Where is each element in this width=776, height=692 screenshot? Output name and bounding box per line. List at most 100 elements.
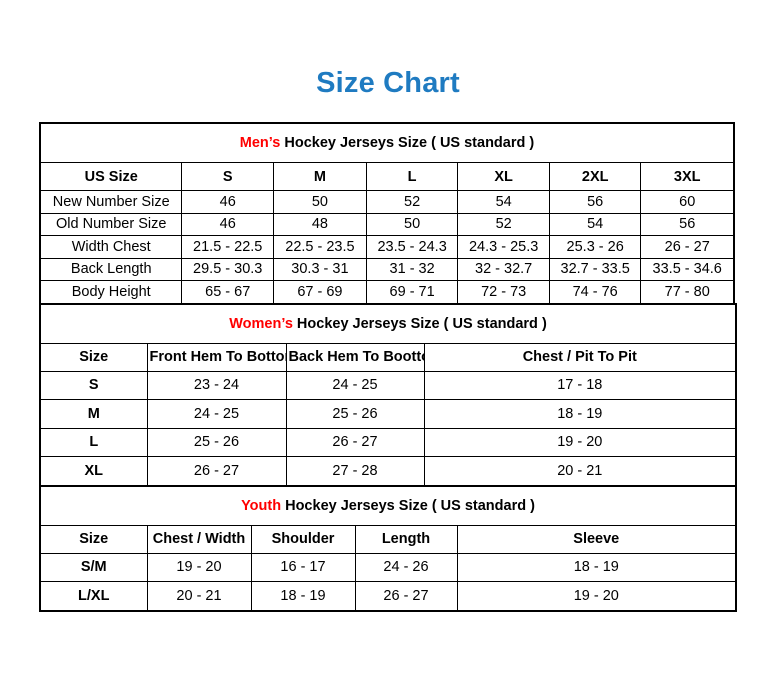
mens-row-1-value-1: 48	[272, 212, 367, 236]
mens-row-4-value-2: 69 - 71	[365, 280, 459, 304]
mens-row-0-label: New Number Size	[39, 190, 183, 214]
womens-row-3-label: XL	[39, 456, 148, 486]
mens-row-0-value-4: 56	[548, 190, 642, 214]
womens-section-banner: Women’s Hockey Jerseys Size ( US standar…	[39, 303, 737, 344]
mens-row-4-value-1: 67 - 69	[272, 280, 367, 304]
womens-banner-rest: Hockey Jerseys Size ( US standard )	[292, 315, 547, 332]
mens-row-1-value-3: 52	[457, 212, 550, 236]
womens-row-3-value-1: 27 - 28	[285, 456, 425, 486]
youth-banner-row: Youth Hockey Jerseys Size ( US standard …	[39, 485, 737, 526]
mens-row-4-value-0: 65 - 67	[181, 280, 274, 304]
mens-row-0-value-5: 60	[640, 190, 735, 214]
youth-table-body: Youth Hockey Jerseys Size ( US standard …	[39, 485, 737, 611]
womens-row-3-value-0: 26 - 27	[146, 456, 287, 486]
womens-header-cell-2-text-wrap: Back Hem To Boottom	[288, 349, 424, 365]
table-row: New Number Size 46 50 52 54 56 60	[39, 190, 735, 214]
mens-header-cell-1: S	[181, 162, 274, 191]
womens-row-1-label: M	[39, 399, 148, 429]
womens-header-cell-0: Size	[39, 342, 148, 372]
womens-row-0-value-2: 17 - 18	[423, 370, 737, 400]
youth-size-table: Youth Hockey Jerseys Size ( US standard …	[39, 484, 738, 612]
table-row: XL 26 - 27 27 - 28 20 - 21	[39, 456, 737, 486]
youth-header-cell-2: Shoulder	[250, 524, 356, 554]
mens-row-3-value-2: 31 - 32	[365, 257, 459, 281]
youth-row-1-value-0: 20 - 21	[146, 581, 252, 611]
womens-header-cell-3: Chest / Pit To Pit	[423, 342, 737, 372]
mens-section-banner: Men’s Hockey Jerseys Size ( US standard …	[39, 122, 735, 163]
youth-row-0-label: S/M	[39, 552, 148, 582]
mens-row-2-value-0: 21.5 - 22.5	[181, 235, 274, 259]
womens-row-1-value-1: 25 - 26	[285, 399, 425, 429]
mens-row-2-value-4: 25.3 - 26	[548, 235, 642, 259]
table-row: S 23 - 24 24 - 25 17 - 18	[39, 370, 737, 400]
mens-row-2-value-3: 24.3 - 25.3	[457, 235, 550, 259]
womens-table-body: Women’s Hockey Jerseys Size ( US standar…	[39, 303, 737, 486]
table-row: Back Length 29.5 - 30.3 30.3 - 31 31 - 3…	[39, 257, 735, 281]
page-title: Size Chart	[316, 67, 460, 99]
youth-banner-audience: Youth	[241, 497, 282, 514]
womens-row-1-value-2: 18 - 19	[423, 399, 737, 429]
youth-row-1-value-3: 19 - 20	[456, 581, 737, 611]
womens-header-cell-2-text: Back Hem To Boottom	[288, 349, 424, 365]
mens-header-cell-4: XL	[457, 162, 550, 191]
table-row: M 24 - 25 25 - 26 18 - 19	[39, 399, 737, 429]
mens-banner-audience: Men’s	[239, 135, 281, 151]
womens-row-0-value-0: 23 - 24	[146, 370, 287, 400]
youth-row-1-label: L/XL	[39, 581, 148, 611]
womens-banner-row: Women’s Hockey Jerseys Size ( US standar…	[39, 303, 737, 344]
mens-row-3-label: Back Length	[39, 257, 183, 281]
mens-row-0-value-3: 54	[457, 190, 550, 214]
womens-row-2-value-1: 26 - 27	[285, 427, 425, 457]
mens-row-1-label: Old Number Size	[39, 212, 183, 236]
mens-row-1-value-0: 46	[181, 212, 274, 236]
womens-row-1-value-0: 24 - 25	[146, 399, 287, 429]
size-chart-tables: Men’s Hockey Jerseys Size ( US standard …	[39, 122, 738, 612]
mens-row-4-value-4: 74 - 76	[548, 280, 642, 304]
womens-row-2-value-2: 19 - 20	[423, 427, 737, 457]
mens-row-2-label: Width Chest	[39, 235, 183, 259]
mens-row-2-value-1: 22.5 - 23.5	[272, 235, 367, 259]
mens-row-4-label: Body Height	[39, 280, 183, 304]
mens-row-4-value-3: 72 - 73	[457, 280, 550, 304]
youth-row-0-value-2: 24 - 26	[354, 552, 458, 582]
mens-header-cell-5: 2XL	[548, 162, 642, 191]
mens-header-row: US Size S M L XL 2XL 3XL	[39, 162, 735, 191]
womens-header-cell-2: Back Hem To Boottom	[285, 342, 425, 372]
womens-row-0-label: S	[39, 370, 148, 400]
table-row: L 25 - 26 26 - 27 19 - 20	[39, 427, 737, 457]
mens-row-3-value-5: 33.5 - 34.6	[640, 257, 735, 281]
mens-row-4-value-5: 77 - 80	[640, 280, 735, 304]
youth-header-cell-3: Length	[354, 524, 458, 554]
mens-banner-row: Men’s Hockey Jerseys Size ( US standard …	[39, 122, 735, 163]
mens-row-3-value-3: 32 - 32.7	[457, 257, 550, 281]
mens-row-0-value-2: 52	[365, 190, 459, 214]
womens-size-table: Women’s Hockey Jerseys Size ( US standar…	[39, 302, 738, 487]
table-row: Old Number Size 46 48 50 52 54 56	[39, 212, 735, 236]
mens-size-table: Men’s Hockey Jerseys Size ( US standard …	[39, 122, 735, 305]
mens-banner-rest: Hockey Jerseys Size ( US standard )	[280, 135, 535, 151]
womens-header-row: Size Front Hem To Bottom Back Hem To Boo…	[39, 342, 737, 372]
mens-row-0-value-1: 50	[272, 190, 367, 214]
womens-row-3-value-2: 20 - 21	[423, 456, 737, 486]
mens-row-3-value-1: 30.3 - 31	[272, 257, 367, 281]
womens-banner-audience: Women’s	[229, 315, 293, 332]
mens-row-3-value-0: 29.5 - 30.3	[181, 257, 274, 281]
table-row: Body Height 65 - 67 67 - 69 69 - 71 72 -…	[39, 280, 735, 304]
table-row: Width Chest 21.5 - 22.5 22.5 - 23.5 23.5…	[39, 235, 735, 259]
youth-row-0-value-3: 18 - 19	[456, 552, 737, 582]
youth-banner-rest: Hockey Jerseys Size ( US standard )	[281, 497, 535, 514]
womens-row-0-value-1: 24 - 25	[285, 370, 425, 400]
mens-row-0-value-0: 46	[181, 190, 274, 214]
youth-header-cell-1: Chest / Width	[146, 524, 252, 554]
youth-header-row: Size Chest / Width Shoulder Length Sleev…	[39, 524, 737, 554]
youth-header-cell-4: Sleeve	[456, 524, 737, 554]
womens-header-cell-1: Front Hem To Bottom	[146, 342, 287, 372]
mens-header-cell-3: L	[365, 162, 459, 191]
mens-row-3-value-4: 32.7 - 33.5	[548, 257, 642, 281]
table-row: S/M 19 - 20 16 - 17 24 - 26 18 - 19	[39, 552, 737, 582]
table-row: L/XL 20 - 21 18 - 19 26 - 27 19 - 20	[39, 581, 737, 611]
youth-section-banner: Youth Hockey Jerseys Size ( US standard …	[39, 485, 737, 526]
mens-row-1-value-4: 54	[548, 212, 642, 236]
womens-row-2-value-0: 25 - 26	[146, 427, 287, 457]
